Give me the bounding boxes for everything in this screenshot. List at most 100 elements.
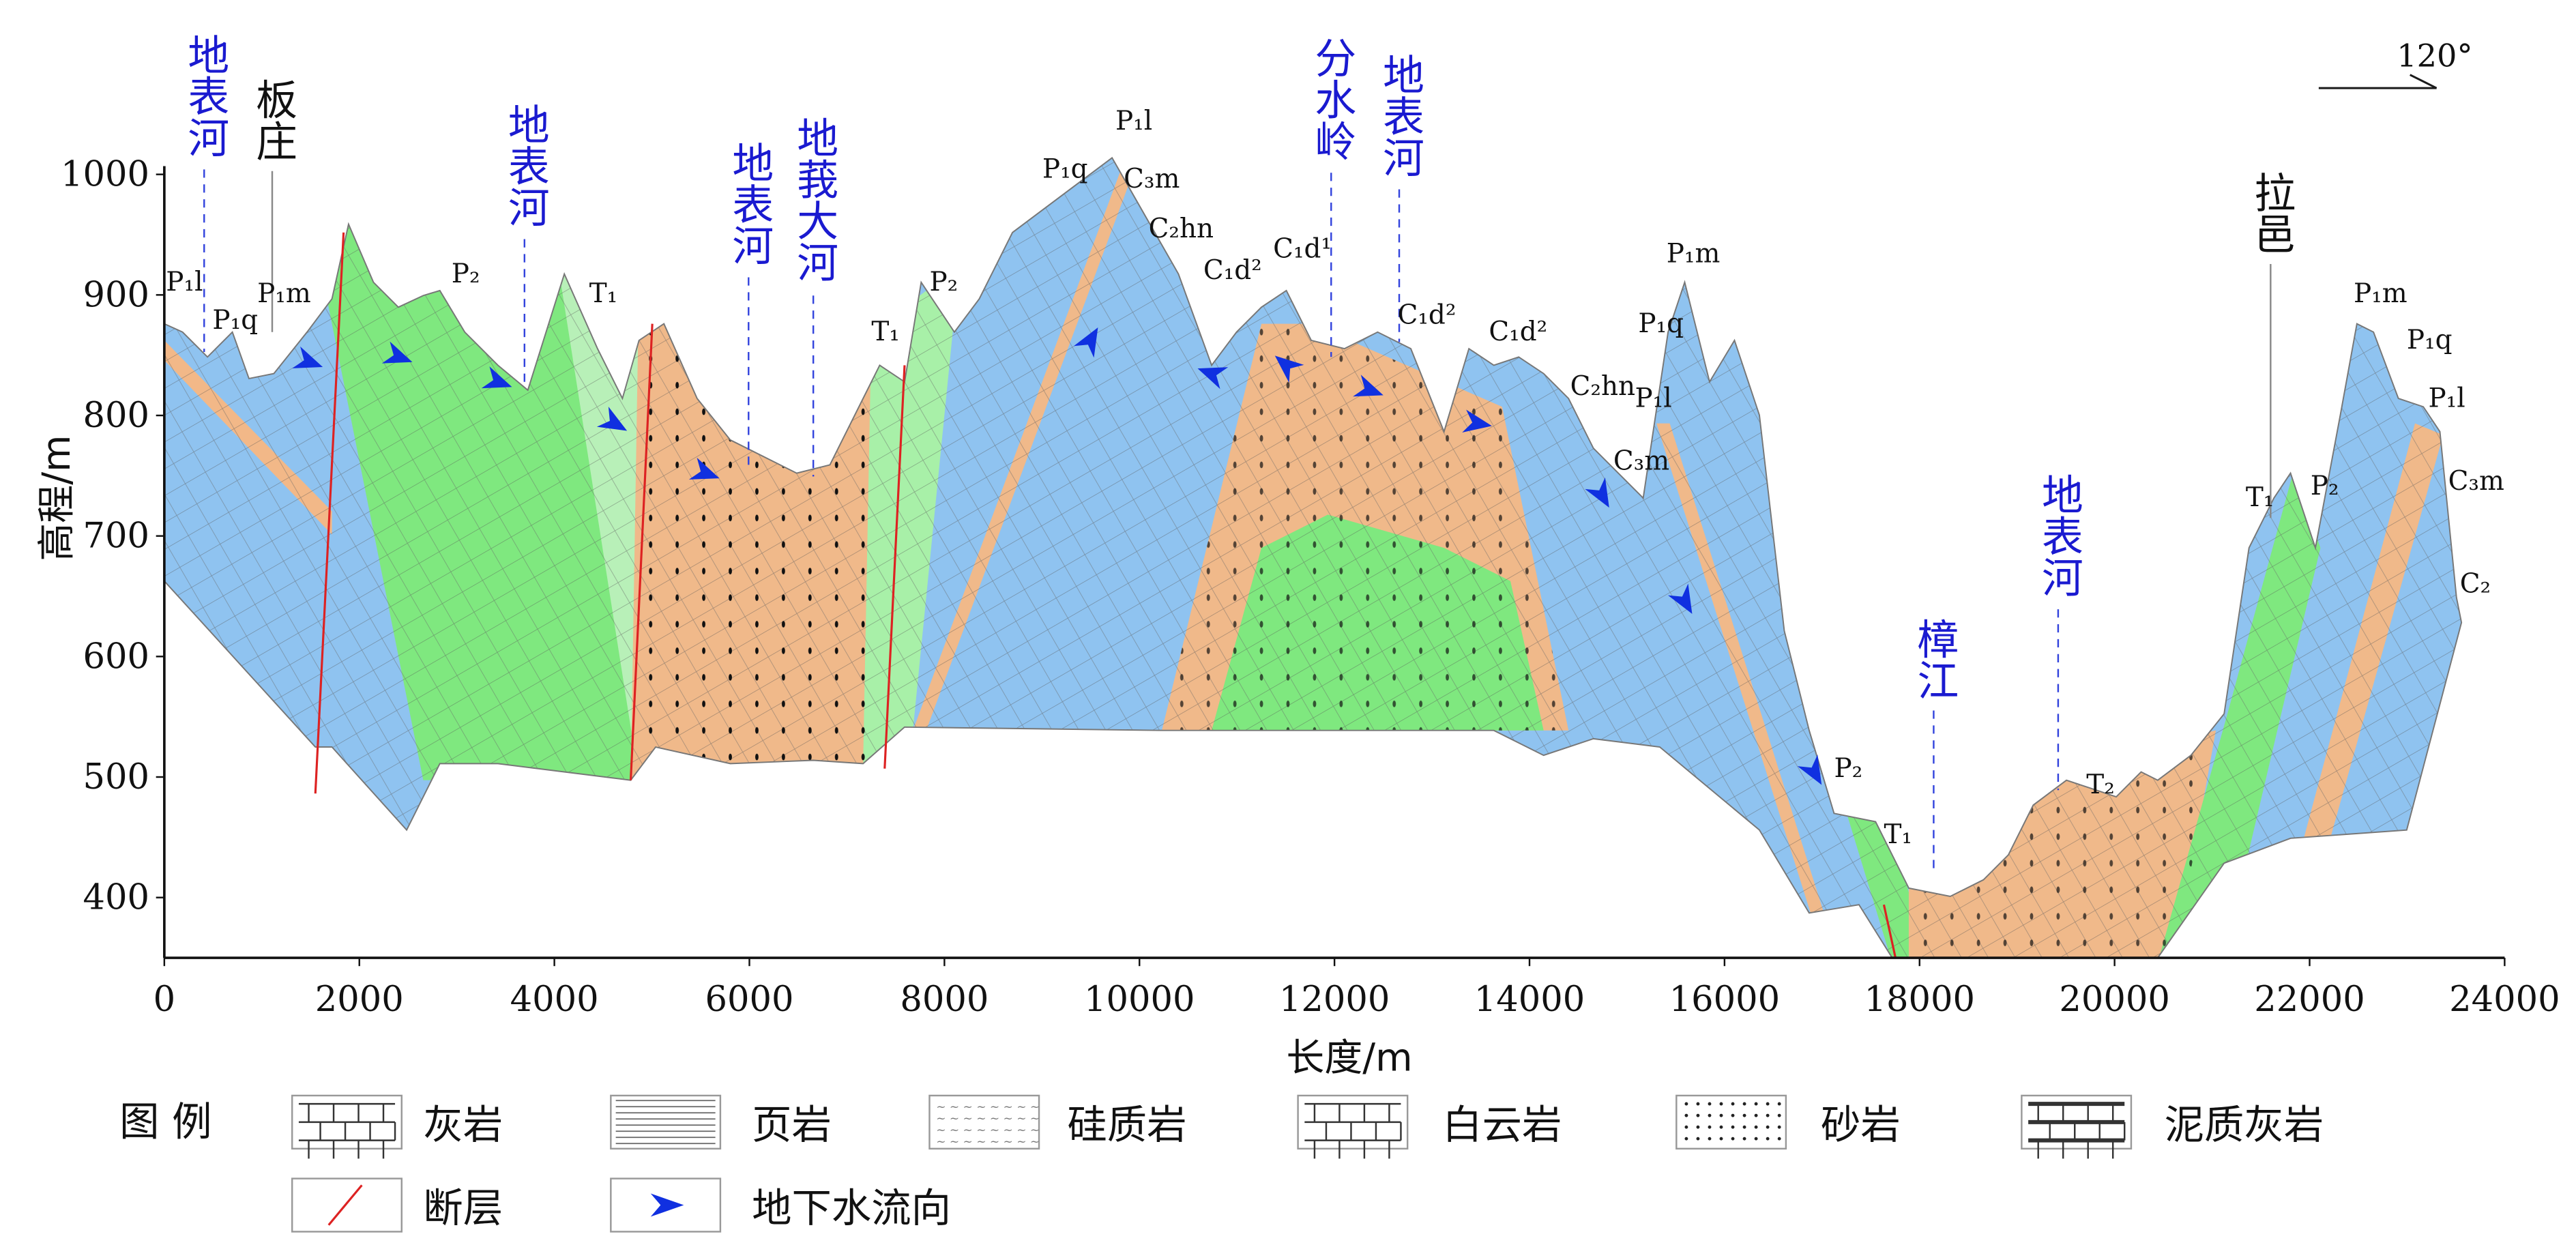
stratum-label: C₁d²: [1203, 255, 1262, 286]
orientation-label: 120°: [2397, 37, 2472, 74]
swatch-dot: [1754, 1125, 1758, 1129]
legend-item: 泥质灰岩: [2021, 1094, 2324, 1159]
legend-label: 硅质岩: [1067, 1102, 1186, 1148]
legend-item: ~ ~ ~ ~ ~ ~ ~ ~~ ~ ~ ~ ~ ~ ~ ~~ ~ ~ ~ ~ …: [928, 1094, 1187, 1150]
swatch-pattern: ~ ~ ~ ~ ~ ~ ~ ~: [936, 1124, 1040, 1137]
place-label: 地表河: [724, 141, 772, 265]
stratum-label: C₁d²: [1489, 317, 1547, 347]
x-axis-title: 长度/m: [1286, 1036, 1412, 1080]
y-tick-label: 400: [83, 878, 149, 918]
swatch-dot: [1742, 1137, 1746, 1141]
swatch-pattern: ~ ~ ~ ~ ~ ~ ~ ~: [936, 1135, 1040, 1149]
legend-item: 白云岩: [1297, 1094, 1562, 1159]
x-tick-label: 14000: [1474, 980, 1585, 1020]
flow-arrow: [688, 457, 720, 480]
x-tick-label: 16000: [1669, 980, 1780, 1020]
swatch-dot: [1742, 1102, 1746, 1106]
legend-item: 地下水流向: [610, 1177, 951, 1233]
stratum-label: C₁d²: [1398, 300, 1457, 331]
swatch-dot: [1777, 1113, 1781, 1117]
swatch-dot: [1696, 1125, 1700, 1129]
place-label: 板庄: [248, 78, 296, 162]
flow-arrow: [596, 407, 628, 431]
swatch-dot: [1719, 1125, 1723, 1129]
stratum-label: C₃m: [1124, 164, 1180, 194]
place-label: 地表河: [2034, 473, 2082, 598]
legend-swatch: [928, 1094, 1040, 1150]
y-tick-label: 800: [83, 396, 149, 436]
swatch-dot: [1766, 1137, 1770, 1141]
legend-label: 地下水流向: [752, 1185, 951, 1231]
stratum-label: T₁: [871, 317, 900, 347]
stratum-label: P₁q: [212, 305, 258, 336]
legend-label: 断层: [423, 1185, 503, 1231]
x-tick-label: 24000: [2449, 980, 2560, 1020]
x-tick-label: 4000: [510, 980, 599, 1020]
flow-arrow: [1585, 477, 1609, 508]
place-label: 地表河: [1375, 53, 1423, 177]
x-tick-label: 8000: [900, 980, 989, 1020]
stratum-label: P₁l: [1635, 383, 1671, 413]
swatch-dot: [1684, 1137, 1688, 1141]
y-axis-title: 高程/m: [35, 435, 79, 561]
legend-label: 白云岩: [1442, 1102, 1562, 1148]
legend-swatch: [291, 1177, 402, 1233]
faults: [314, 232, 1897, 958]
stratum-label: T₂: [2086, 770, 2115, 800]
swatch-dot: [1731, 1102, 1735, 1106]
swatch-dot: [1731, 1113, 1735, 1117]
swatch-dot: [1766, 1125, 1770, 1129]
legend-title: 图 例: [119, 1098, 211, 1145]
compass: [2318, 74, 2438, 89]
swatch-dot: [1719, 1137, 1723, 1141]
stratum-label: P₁q: [2407, 325, 2453, 355]
swatch-dot: [1742, 1125, 1746, 1129]
swatch-dot: [1754, 1102, 1758, 1106]
place-label: 樟江: [1909, 617, 1957, 701]
x-tick-label: 18000: [1864, 980, 1976, 1020]
stratum-label: C₃m: [2448, 466, 2504, 497]
stratum-label: P₁m: [1667, 239, 1721, 269]
x-tick-label: 0: [153, 980, 176, 1020]
swatch-dot: [1696, 1102, 1700, 1106]
swatch-dot: [1708, 1102, 1712, 1106]
x-tick-label: 6000: [705, 980, 793, 1020]
swatch-dot: [1708, 1125, 1712, 1129]
legend-item: 页岩: [610, 1094, 832, 1150]
flow-arrow: [481, 366, 512, 389]
swatch-dot: [1708, 1137, 1712, 1141]
swatch-dot: [1696, 1113, 1700, 1117]
flow-arrow: [1197, 367, 1229, 390]
swatch-dot: [1777, 1125, 1781, 1129]
legend-swatch: [1675, 1094, 1787, 1150]
stratum-label: C₂: [2460, 569, 2491, 600]
legend-item: 砂岩: [1675, 1094, 1901, 1150]
place-label: 地莪大河: [789, 116, 837, 282]
swatch-dot: [1684, 1102, 1688, 1106]
x-tick-label: 22000: [2254, 980, 2365, 1020]
swatch-dot: [1731, 1137, 1735, 1141]
stratum-label: C₂hn: [1570, 371, 1635, 402]
place-label: 拉邑: [2246, 171, 2294, 254]
stratum-label: T₁: [2246, 482, 2274, 513]
stratum-label: P₂: [929, 267, 958, 297]
stratum-label: P₁l: [1115, 106, 1152, 136]
flow-arrow: [1073, 327, 1098, 358]
stratum-label: T₁: [589, 278, 618, 309]
stratum-label: T₁: [1884, 819, 1912, 850]
x-tick-label: 12000: [1279, 980, 1390, 1020]
legend-label: 泥质灰岩: [2165, 1102, 2324, 1148]
stratum-label: P₂: [2311, 471, 2339, 501]
y-tick-label: 1000: [61, 155, 149, 195]
stratum-label: C₂hn: [1149, 214, 1214, 244]
stratum-label: P₁q: [1638, 308, 1684, 339]
y-tick-label: 900: [83, 275, 149, 315]
swatch-dot: [1777, 1137, 1781, 1141]
swatch-dot: [1731, 1125, 1735, 1129]
swatch-dot: [1719, 1113, 1723, 1117]
swatch-dot: [1742, 1113, 1746, 1117]
legend-label: 砂岩: [1821, 1102, 1901, 1148]
stratum-label: P₁m: [257, 278, 311, 309]
